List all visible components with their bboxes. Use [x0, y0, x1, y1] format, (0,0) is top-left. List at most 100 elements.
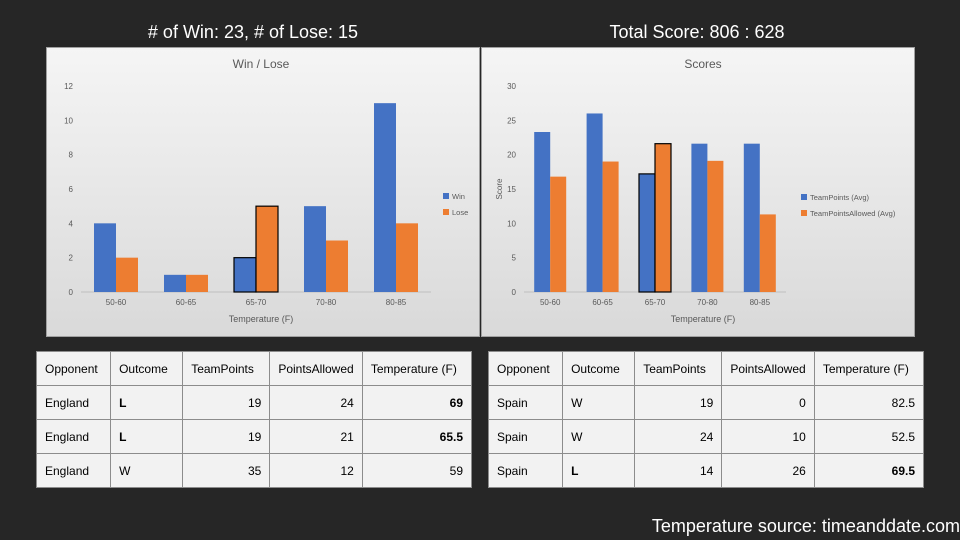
cell-outcome: W: [562, 385, 636, 420]
bar-win-60-65: [164, 274, 186, 292]
y-tick-label: 15: [507, 185, 516, 194]
x-tick-label: 65-70: [246, 298, 267, 307]
cell-outcome: L: [110, 419, 184, 454]
header-temperature: Temperature (F): [813, 351, 925, 386]
bar-teampoints-avg-60-65: [586, 113, 603, 292]
cell-opponent: Spain: [487, 385, 564, 420]
y-tick-label: 0: [512, 288, 517, 297]
cell-temperature: 65.5: [361, 419, 473, 454]
chart-title: Scores: [684, 57, 721, 71]
x-tick-label: 80-85: [386, 298, 407, 307]
cell-outcome: L: [562, 453, 636, 488]
x-tick-label: 50-60: [540, 298, 561, 307]
y-tick-label: 0: [69, 288, 74, 297]
legend-swatch-teampointsallowed-avg: [801, 210, 807, 216]
cell-temperature: 82.5: [813, 385, 925, 420]
cell-teampoints: 24: [634, 419, 723, 454]
cell-opponent: England: [35, 385, 112, 420]
cell-pointsallowed: 26: [721, 453, 815, 488]
cell-pointsallowed: 24: [269, 385, 363, 420]
y-tick-label: 30: [507, 82, 516, 91]
header-teampoints: TeamPoints: [182, 351, 271, 386]
y-tick-label: 20: [507, 151, 516, 160]
win-lose-chart-svg: Win / Lose 0 2 4 6 8 10 12 50-60 60-65 65-70 70-80 8…: [64, 57, 468, 324]
table-row: England W 35 12 59: [35, 453, 473, 488]
cell-temperature: 59: [361, 453, 473, 488]
cell-opponent: Spain: [487, 453, 564, 488]
table-row: Spain W 19 0 82.5: [487, 385, 925, 420]
cell-opponent: England: [35, 419, 112, 454]
bar-lose-60-65: [186, 274, 208, 292]
cell-pointsallowed: 21: [269, 419, 363, 454]
header-outcome: Outcome: [562, 351, 636, 386]
table-row: Spain L 14 26 69.5: [487, 453, 925, 488]
bar-win-70-80: [304, 206, 326, 292]
header-opponent: Opponent: [487, 351, 564, 386]
temperature-source-note: Temperature source: timeanddate.com: [651, 516, 960, 536]
bar-teampointsallowed-avg-60-65: [602, 161, 619, 292]
table-row: Spain W 24 10 52.5: [487, 419, 925, 454]
bar-lose-70-80: [326, 240, 348, 292]
legend-label-teampointsallowed-avg: TeamPointsAllowed (Avg): [810, 209, 896, 218]
cell-opponent: Spain: [487, 419, 564, 454]
bar-teampoints-avg-70-80: [691, 143, 708, 292]
cell-temperature: 69: [361, 385, 473, 420]
x-tick-label: 80-85: [750, 298, 771, 307]
cell-teampoints: 19: [182, 385, 271, 420]
header-opponent: Opponent: [35, 351, 112, 386]
cell-opponent: England: [35, 453, 112, 488]
bar-win-65-70: [233, 257, 257, 293]
cell-outcome: L: [110, 385, 184, 420]
cell-teampoints: 19: [634, 385, 723, 420]
header-pointsallowed: PointsAllowed: [721, 351, 815, 386]
cell-teampoints: 35: [182, 453, 271, 488]
total-score-heading: Total Score: 806 : 628: [609, 22, 785, 42]
win-lose-chart: Win / Lose 0 2 4 6 8 10 12 50-60 60-65 65-70 70-80 8…: [46, 47, 480, 337]
cell-pointsallowed: 12: [269, 453, 363, 488]
table-header-row: Opponent Outcome TeamPoints PointsAllowe…: [35, 351, 473, 386]
y-tick-label: 12: [64, 82, 73, 91]
cell-pointsallowed: 0: [721, 385, 815, 420]
cell-teampoints: 14: [634, 453, 723, 488]
y-tick-label: 8: [69, 151, 74, 160]
cell-pointsallowed: 10: [721, 419, 815, 454]
spain-games-table: Opponent Outcome TeamPoints PointsAllowe…: [487, 351, 925, 488]
bar-teampointsallowed-avg-65-70: [654, 143, 672, 293]
x-tick-label: 60-65: [176, 298, 197, 307]
legend-swatch-teampoints-avg: [801, 194, 807, 200]
chart-title: Win / Lose: [233, 57, 290, 71]
y-tick-label: 25: [507, 116, 516, 125]
x-tick-label: 70-80: [316, 298, 337, 307]
y-axis-label: Score: [495, 178, 504, 199]
y-tick-label: 6: [69, 185, 74, 194]
bar-teampointsallowed-avg-70-80: [707, 160, 724, 292]
header-pointsallowed: PointsAllowed: [269, 351, 363, 386]
cell-teampoints: 19: [182, 419, 271, 454]
x-tick-label: 50-60: [106, 298, 127, 307]
legend-swatch-win: [443, 193, 449, 199]
bar-teampoints-avg-80-85: [743, 143, 760, 292]
bar-lose-65-70: [255, 205, 279, 293]
cell-outcome: W: [562, 419, 636, 454]
bar-lose-50-60: [116, 257, 138, 292]
legend-label-lose: Lose: [452, 208, 468, 217]
header-temperature: Temperature (F): [361, 351, 473, 386]
table-row: England L 19 21 65.5: [35, 419, 473, 454]
win-lose-heading: # of Win: 23, # of Lose: 15: [147, 22, 359, 42]
x-axis-label: Temperature (F): [671, 314, 736, 324]
y-tick-label: 5: [512, 254, 517, 263]
england-games-table: Opponent Outcome TeamPoints PointsAllowe…: [35, 351, 473, 488]
y-tick-label: 4: [69, 219, 74, 228]
x-axis-label: Temperature (F): [229, 314, 294, 324]
scores-chart-svg: Scores 0 5 10 15 20 25 30 50-60 60-65 65-70 70-80 80…: [495, 57, 896, 324]
bar-teampointsallowed-avg-80-85: [759, 214, 776, 292]
legend-label-teampoints-avg: TeamPoints (Avg): [810, 193, 870, 202]
y-tick-label: 10: [64, 116, 73, 125]
bar-teampoints-avg-65-70: [638, 173, 656, 293]
bar-teampoints-avg-50-60: [534, 132, 551, 292]
header-teampoints: TeamPoints: [634, 351, 723, 386]
cell-temperature: 69.5: [813, 453, 925, 488]
legend-swatch-lose: [443, 209, 449, 215]
bar-teampointsallowed-avg-50-60: [550, 176, 567, 292]
header-outcome: Outcome: [110, 351, 184, 386]
